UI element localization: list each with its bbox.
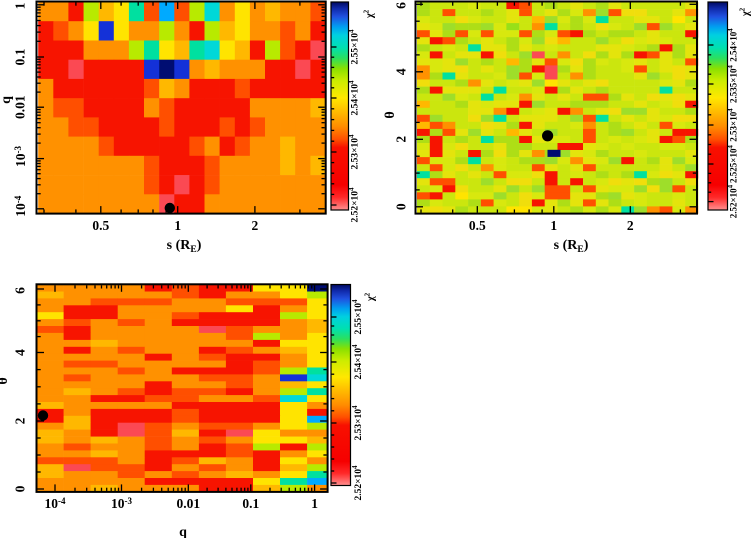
- svg-text:1: 1: [174, 218, 181, 233]
- svg-text:2.53×104: 2.53×104: [727, 108, 739, 142]
- svg-text:2.55×104: 2.55×104: [348, 29, 361, 65]
- svg-text:0.5: 0.5: [469, 218, 486, 233]
- svg-text:2.535×104: 2.535×104: [727, 65, 739, 103]
- svg-text:χ2: χ2: [364, 292, 377, 302]
- svg-text:2: 2: [394, 136, 409, 143]
- svg-text:1: 1: [13, 2, 28, 9]
- svg-text:2.54×104: 2.54×104: [351, 344, 364, 380]
- svg-text:2.54×104: 2.54×104: [348, 80, 361, 116]
- svg-text:2.53×104: 2.53×104: [348, 134, 361, 170]
- svg-text:1: 1: [550, 218, 557, 233]
- svg-text:0.5: 0.5: [92, 218, 109, 233]
- svg-text:q: q: [179, 525, 187, 538]
- svg-text:2.53×104: 2.53×104: [351, 405, 364, 441]
- svg-text:θ: θ: [383, 111, 398, 118]
- svg-text:0.01: 0.01: [176, 496, 200, 511]
- svg-text:χ2: χ2: [739, 7, 752, 17]
- svg-text:2: 2: [252, 218, 259, 233]
- svg-text:s (RE): s (RE): [554, 238, 589, 255]
- svg-text:2.52×104: 2.52×104: [727, 184, 739, 218]
- svg-text:6: 6: [13, 287, 28, 294]
- svg-text:s (RE): s (RE): [167, 238, 202, 255]
- svg-text:0.01: 0.01: [13, 95, 28, 119]
- svg-text:χ2: χ2: [363, 9, 376, 19]
- svg-text:2.55×104: 2.55×104: [351, 299, 364, 335]
- svg-text:θ: θ: [0, 377, 11, 384]
- svg-text:4: 4: [13, 349, 28, 356]
- svg-text:6: 6: [394, 2, 409, 9]
- svg-text:2.52×104: 2.52×104: [351, 465, 364, 501]
- svg-text:2.525×104: 2.525×104: [727, 145, 739, 183]
- svg-text:2: 2: [13, 417, 28, 424]
- svg-text:2.52×104: 2.52×104: [348, 187, 361, 223]
- svg-text:1: 1: [311, 496, 318, 511]
- svg-text:0.1: 0.1: [242, 496, 259, 511]
- svg-text:0: 0: [394, 203, 409, 210]
- svg-text:q: q: [0, 96, 14, 104]
- svg-text:2: 2: [627, 218, 634, 233]
- svg-text:2.54×104: 2.54×104: [727, 28, 739, 62]
- svg-text:0.1: 0.1: [13, 48, 28, 65]
- svg-text:4: 4: [394, 68, 409, 75]
- svg-text:0: 0: [13, 485, 28, 492]
